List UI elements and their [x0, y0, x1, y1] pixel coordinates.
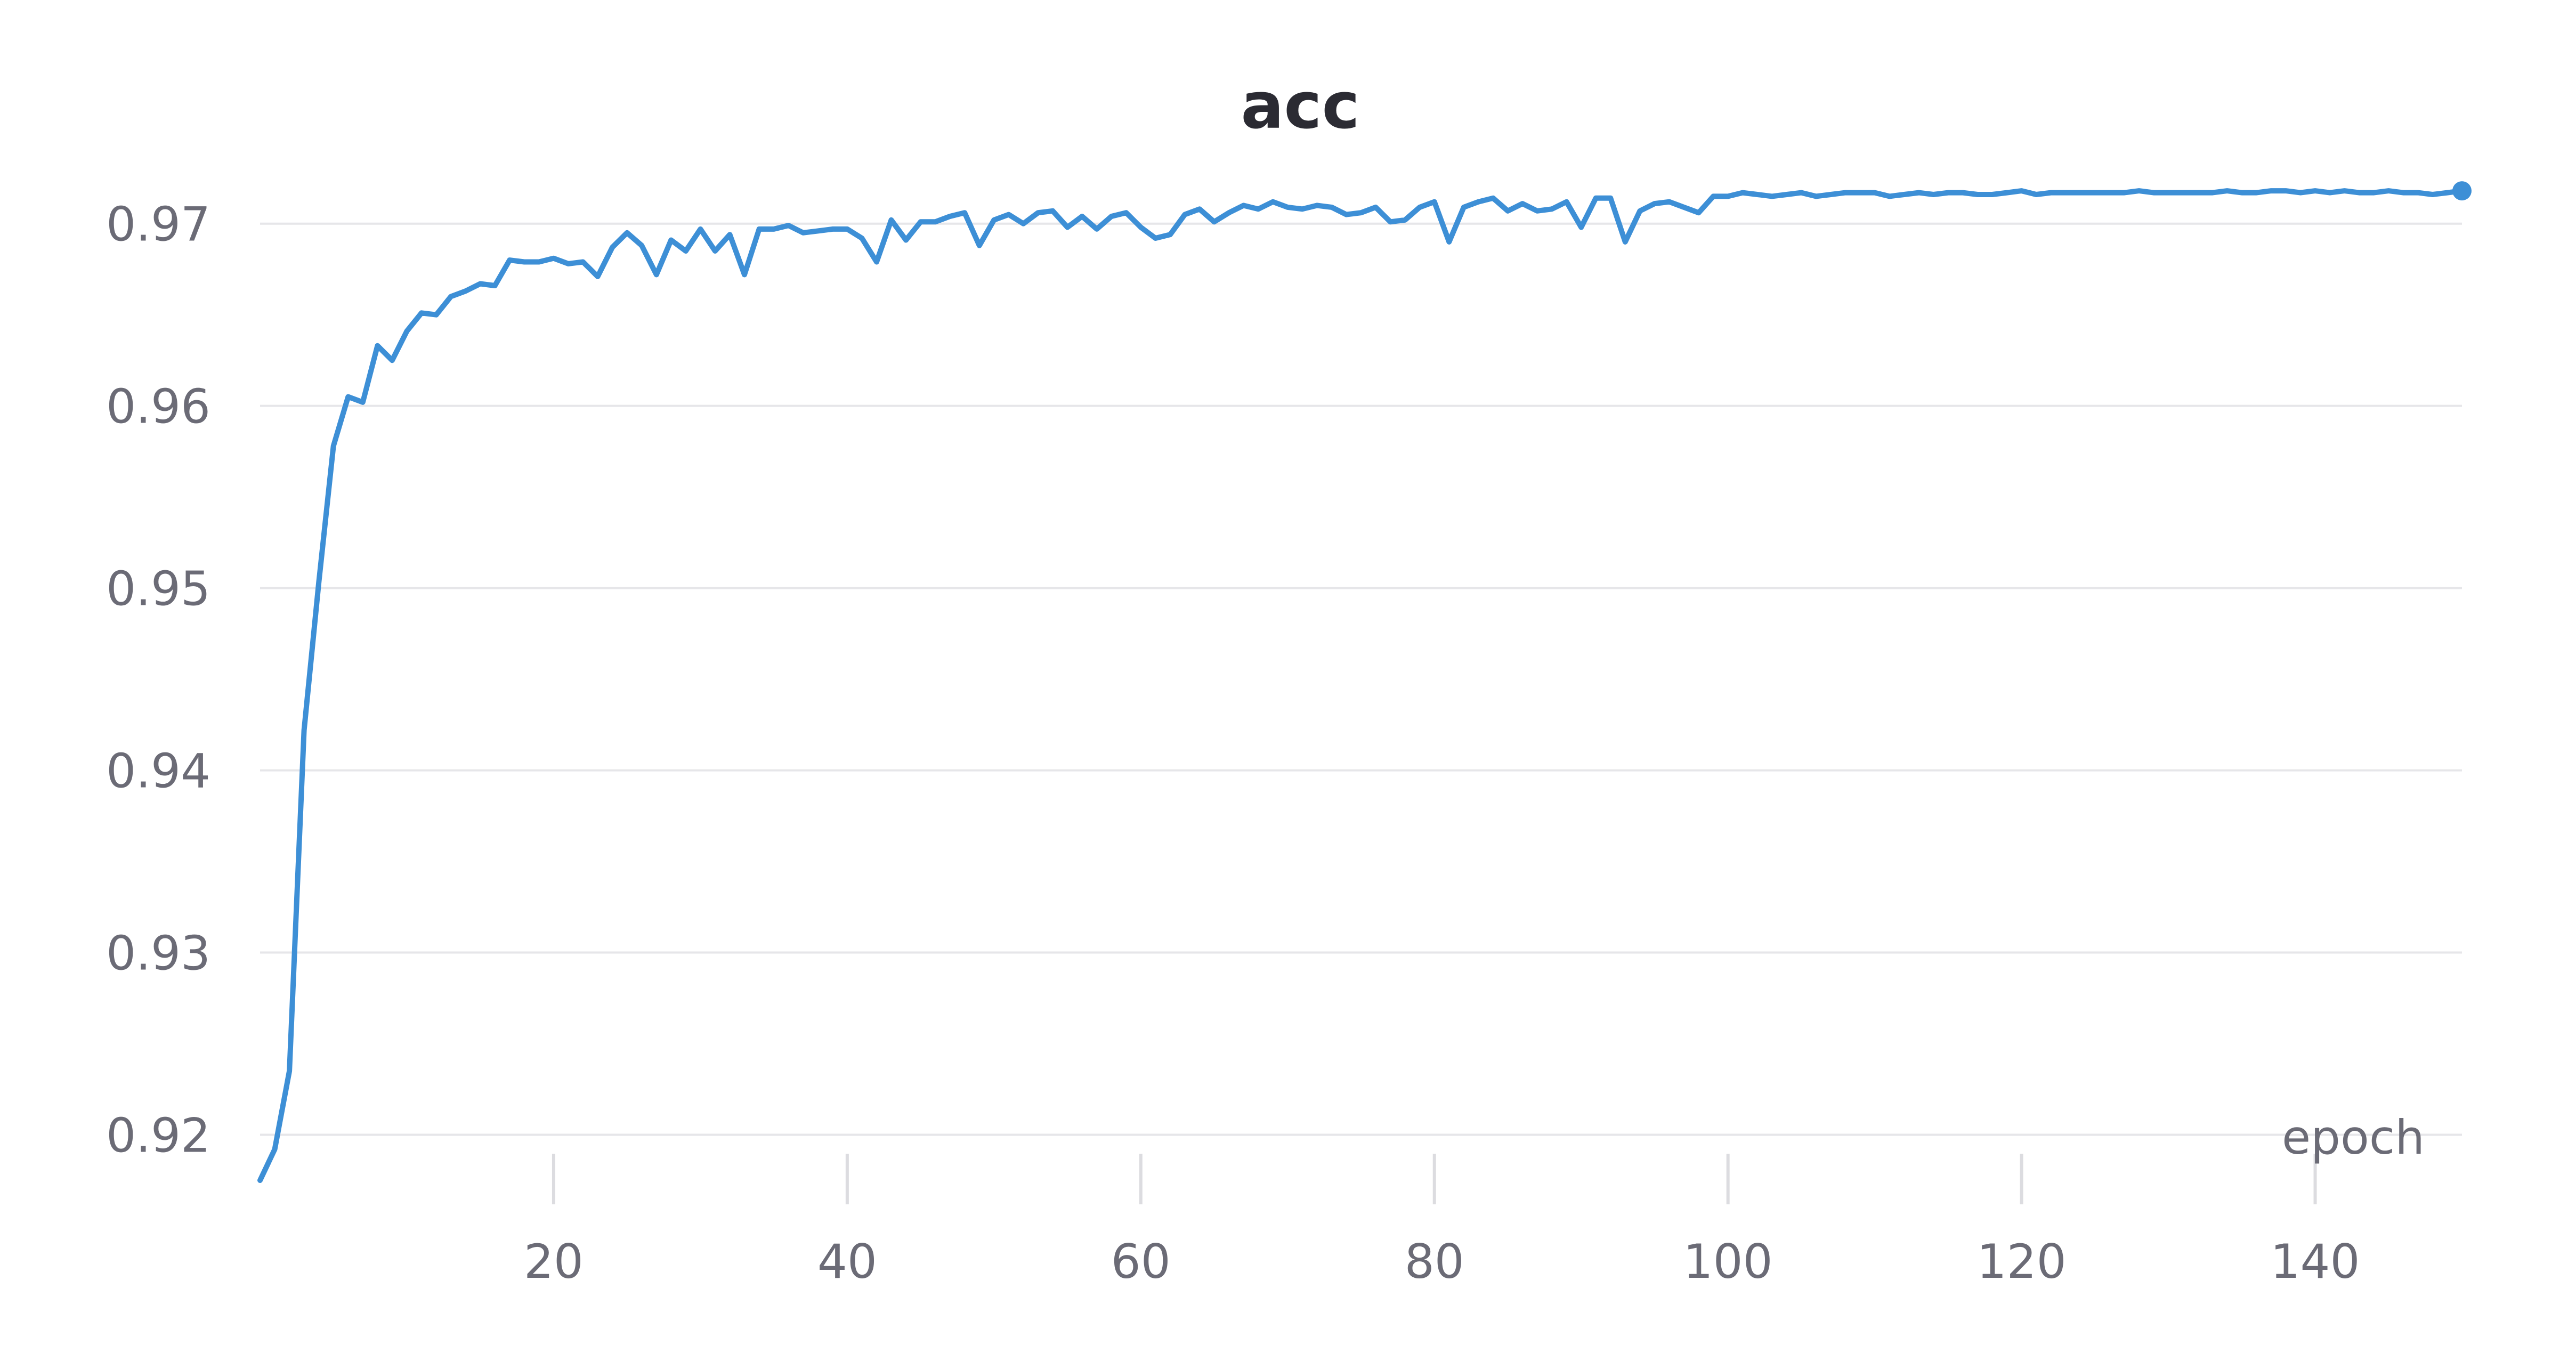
- y-tick-label: 0.92: [106, 1108, 210, 1163]
- y-tick-label: 0.97: [106, 197, 210, 252]
- x-tick-label: 60: [1111, 1234, 1171, 1289]
- y-tick-label: 0.96: [106, 379, 210, 434]
- x-tick-label: 120: [1977, 1234, 2067, 1289]
- x-tick-label: 20: [524, 1234, 584, 1289]
- x-axis-ticks: 20 40 60 80 100 120 140: [524, 1154, 2360, 1289]
- y-axis-ticks: 0.92 0.93 0.94 0.95 0.96 0.97: [106, 197, 210, 1163]
- x-axis-label: epoch: [2282, 1110, 2425, 1165]
- x-tick-label: 80: [1405, 1234, 1464, 1289]
- y-tick-label: 0.95: [106, 562, 210, 617]
- chart-title: acc: [1241, 69, 1359, 143]
- y-tick-label: 0.93: [106, 926, 210, 981]
- x-tick-label: 140: [2271, 1234, 2360, 1289]
- series-layer: [257, 181, 2472, 1183]
- grid-lines: [260, 222, 2462, 1136]
- x-tick-label: 40: [817, 1234, 877, 1289]
- x-tick-label: 100: [1683, 1234, 1773, 1289]
- y-tick-label: 0.94: [106, 744, 210, 799]
- series-line: [257, 188, 2465, 1183]
- last-point-marker: [2452, 181, 2472, 201]
